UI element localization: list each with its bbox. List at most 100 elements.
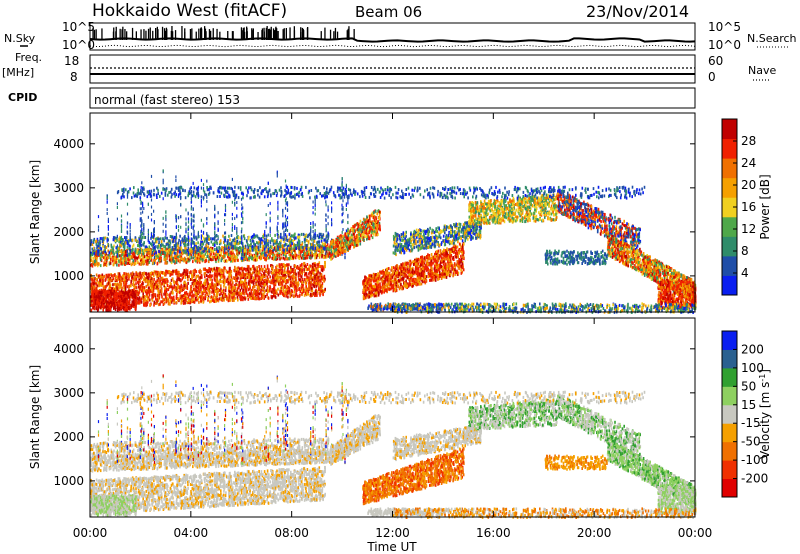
echo-cell	[295, 253, 298, 257]
echo-cell	[264, 244, 266, 248]
echo-cell	[228, 275, 231, 279]
echo-cell	[160, 270, 162, 274]
echo-cell	[204, 237, 206, 241]
echo-cell	[96, 261, 98, 265]
echo-cell	[176, 249, 179, 253]
echo-cell	[218, 269, 220, 272]
echo-cell	[131, 261, 134, 265]
noise-spike	[210, 30, 212, 40]
echo-cell	[247, 270, 250, 274]
echo-cell	[125, 296, 128, 299]
echo-cell	[218, 297, 221, 301]
echo-cell	[167, 288, 170, 292]
echo-cell	[281, 270, 283, 274]
echo-cell	[193, 241, 195, 244]
echo-cell	[258, 282, 260, 286]
echo-cell	[223, 251, 225, 255]
echo-cell	[143, 260, 146, 264]
echo-cell	[322, 250, 324, 253]
echo-cell	[260, 294, 263, 298]
echo-cell	[256, 255, 259, 259]
echo-cell	[303, 270, 305, 274]
echo-cell	[199, 275, 202, 279]
echo-cell	[125, 261, 127, 265]
echo-cell	[313, 239, 316, 243]
echo-cell	[293, 248, 296, 252]
echo-cell	[104, 248, 106, 251]
echo-cell	[146, 277, 149, 281]
echo-cell	[156, 262, 159, 266]
echo-cell	[107, 281, 110, 285]
echo-cell	[154, 260, 156, 264]
echo-cell	[311, 278, 313, 282]
echo-cell	[153, 270, 156, 274]
echo-cell	[251, 280, 253, 284]
echo-cell	[227, 249, 230, 253]
echo-cell	[211, 255, 214, 259]
echo-cell	[131, 238, 134, 242]
echo-cell	[290, 265, 292, 269]
echo-cell	[136, 289, 139, 293]
echo-cell	[203, 272, 206, 276]
echo-cell	[283, 268, 286, 272]
echo-cell	[193, 298, 195, 302]
echo-cell	[134, 299, 136, 302]
echo-cell	[186, 275, 189, 279]
noise-spike	[195, 31, 197, 40]
echo-cell	[208, 249, 210, 253]
echo-cell	[136, 296, 139, 300]
echo-cell	[291, 242, 293, 246]
echo-cell	[272, 242, 275, 246]
echo-cell	[290, 253, 292, 257]
echo-cell	[211, 290, 213, 294]
noise-spike	[181, 26, 183, 40]
echo-cell	[230, 255, 233, 259]
echo-cell	[200, 286, 202, 290]
echo-cell	[238, 251, 241, 255]
echo-cell	[275, 279, 277, 283]
echo-cell	[178, 299, 180, 303]
echo-cell	[171, 246, 174, 250]
echo-cell	[304, 280, 306, 284]
echo-cell	[138, 241, 141, 245]
echo-cell	[261, 249, 264, 253]
echo-cell	[157, 276, 160, 280]
echo-cell	[90, 287, 92, 290]
echo-cell	[145, 262, 148, 266]
echo-cell	[305, 233, 308, 237]
echo-cell	[93, 279, 96, 283]
echo-cell	[279, 291, 282, 295]
echo-cell	[260, 273, 263, 277]
echo-cell	[294, 294, 297, 298]
echo-cell	[321, 253, 323, 257]
echo-cell	[285, 288, 287, 292]
echo-cell	[297, 233, 300, 237]
echo-cell	[271, 265, 273, 269]
echo-cell	[251, 248, 254, 252]
echo-cell	[149, 298, 151, 302]
echo-cell	[195, 285, 198, 289]
echo-cell	[295, 292, 297, 296]
echo-cell	[129, 274, 131, 278]
echo-cell	[172, 277, 174, 281]
noise-spike	[267, 28, 270, 40]
echo-cell	[278, 269, 281, 272]
echo-cell	[132, 243, 135, 247]
echo-cell	[181, 237, 184, 241]
noise-spike	[277, 31, 279, 40]
echo-cell	[118, 247, 120, 251]
noise-spike	[149, 27, 151, 40]
echo-cell	[123, 246, 126, 250]
echo-cell	[91, 287, 93, 291]
echo-cell	[229, 298, 232, 302]
power-heatmap-cells	[90, 169, 697, 314]
echo-cell	[221, 257, 223, 260]
echo-cell	[134, 262, 136, 266]
echo-cell	[196, 250, 198, 254]
echo-cell	[121, 241, 123, 245]
echo-cell	[112, 283, 114, 287]
echo-cell	[153, 300, 156, 304]
echo-cell	[187, 297, 190, 301]
echo-cell	[306, 278, 309, 282]
echo-cell	[315, 252, 318, 255]
